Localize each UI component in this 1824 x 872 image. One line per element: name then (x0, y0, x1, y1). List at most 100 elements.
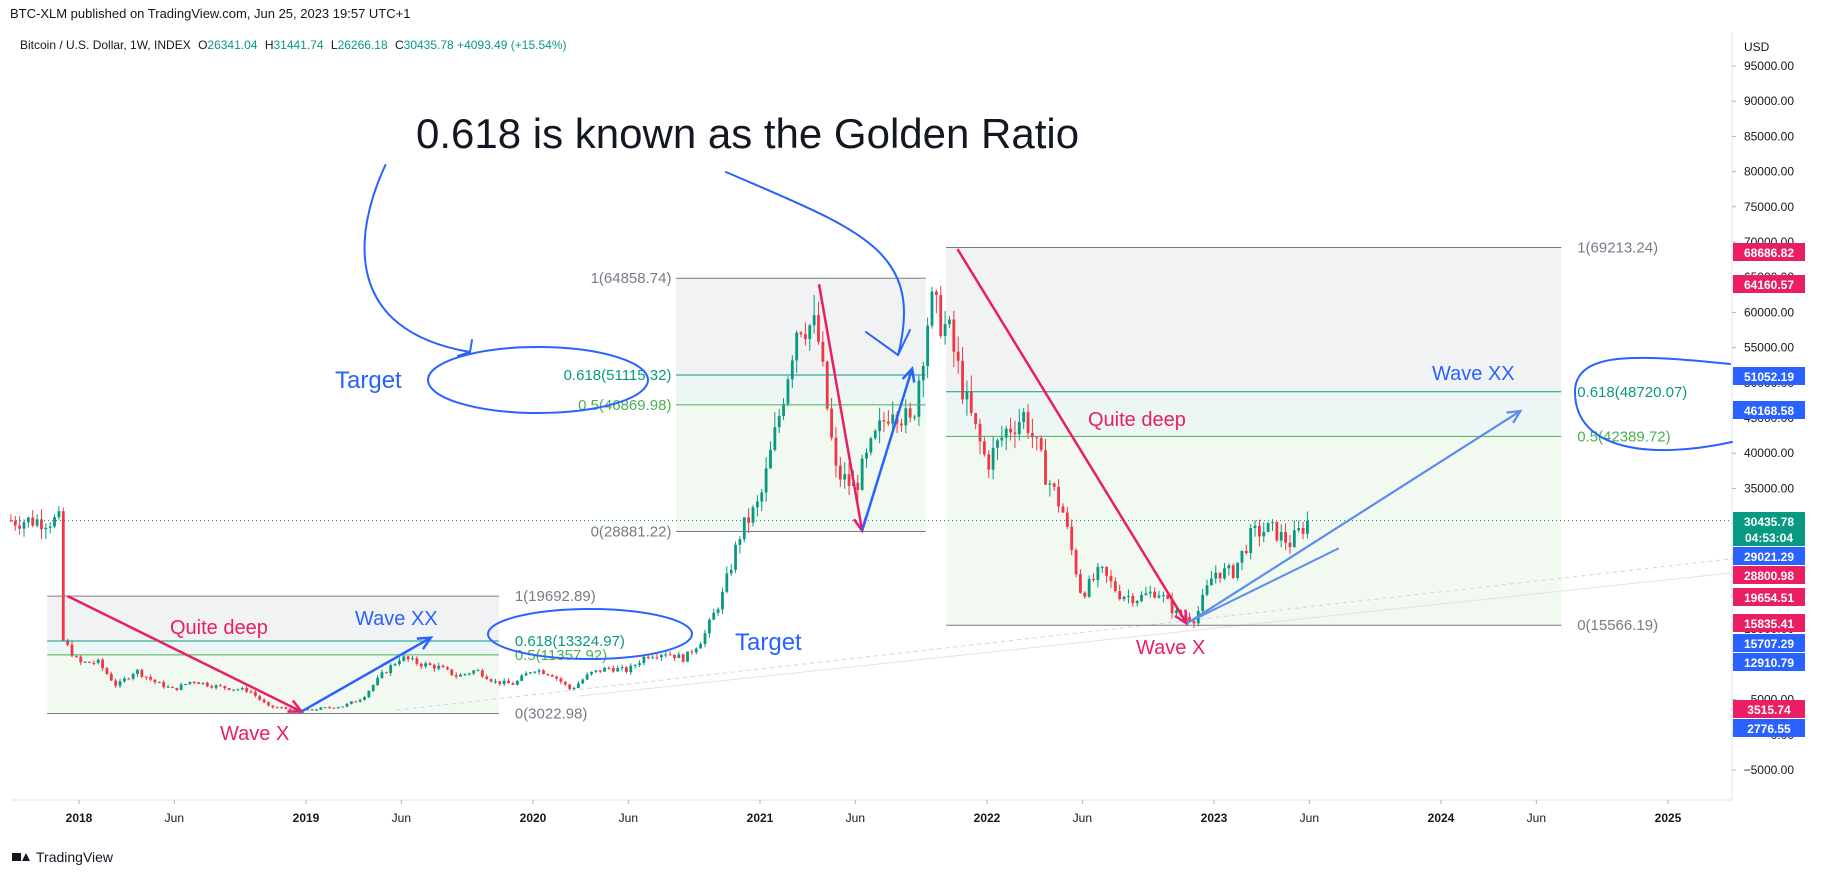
candle-body (153, 679, 157, 683)
candle-body (1240, 550, 1244, 563)
candle-body (1031, 432, 1034, 438)
candle-body (188, 681, 192, 684)
price-badge-label: 64160.57 (1744, 278, 1794, 292)
candle-body (236, 689, 240, 691)
candle-body (127, 678, 131, 680)
candle-body (1009, 428, 1012, 433)
candle-body (725, 573, 729, 592)
candle-body (891, 414, 895, 424)
candle-body (1113, 581, 1117, 591)
price-badge-bg (1733, 367, 1805, 385)
price-badge-label: 28800.98 (1744, 569, 1794, 583)
candle-body (415, 658, 419, 664)
candle-body (502, 680, 506, 685)
candle-body (668, 654, 672, 656)
candle-body (921, 365, 925, 381)
annotation-quite-deep-2: Quite deep (1088, 409, 1186, 431)
candle-body (782, 403, 785, 417)
candle-body (70, 644, 74, 657)
candle-body (978, 423, 982, 442)
candle-body (411, 658, 414, 660)
candle-body (328, 707, 331, 709)
fib-band (946, 247, 1562, 392)
candle-body (271, 705, 275, 708)
fib-band (676, 278, 926, 375)
candle-body (384, 672, 388, 674)
candle-body (253, 691, 257, 696)
wave-x-arrow-2 (956, 248, 1188, 625)
price-badge-bg (1733, 528, 1805, 546)
candle-body (659, 654, 663, 658)
fib-level-label: 0.5(46869.98) (578, 397, 671, 414)
candle-body (834, 437, 838, 466)
candle-body (939, 295, 943, 337)
candle-body (1092, 578, 1095, 580)
candle-body (88, 661, 91, 663)
candle-body (1000, 437, 1004, 441)
candle-body (480, 670, 484, 677)
time-tick-label: Jun (846, 811, 865, 825)
candle-body (498, 681, 502, 685)
candle-body (249, 691, 253, 693)
candle-body (795, 332, 799, 361)
price-badge-bg (1733, 243, 1805, 261)
candle-body (31, 517, 35, 526)
candle-body (956, 351, 960, 361)
candle-body (594, 670, 598, 672)
time-tick-label: Jun (392, 811, 411, 825)
candle-body (638, 663, 641, 666)
time-tick-label: Jun (1300, 811, 1319, 825)
candle-body (1275, 521, 1279, 541)
candle-body (555, 676, 558, 679)
price-badge-bg (1733, 614, 1805, 632)
annotation-quite-deep-1: Quite deep (170, 617, 268, 639)
symbol-name[interactable]: Bitcoin / U.S. Dollar, 1W, INDEX (20, 38, 191, 52)
candle-body (280, 707, 283, 709)
time-tick-label: 2025 (1655, 811, 1682, 825)
candle-body (673, 654, 676, 659)
candle-body (507, 680, 510, 684)
candle-body (694, 648, 698, 653)
candle-body (1262, 531, 1266, 537)
candle-body (1022, 411, 1026, 422)
candle-body (603, 667, 606, 672)
candle-body (223, 685, 227, 689)
candle-body (380, 672, 384, 678)
candle-body (35, 519, 39, 526)
candle-body (463, 674, 467, 676)
candle-body (494, 681, 497, 683)
candle-body (219, 685, 222, 687)
candle-body (1127, 595, 1130, 597)
candle-body (175, 687, 179, 690)
candle-body (1218, 572, 1222, 579)
candle-body (79, 656, 83, 663)
candle-body (607, 667, 611, 669)
candle-body (123, 678, 126, 682)
candle-body (398, 660, 401, 664)
tradingview-branding[interactable]: TradingView (12, 849, 113, 865)
candle-body (812, 315, 816, 326)
fib-level-label: 0(3022.98) (515, 706, 588, 723)
candle-body (485, 676, 489, 680)
faint-trendline (578, 572, 1733, 697)
candle-body (109, 673, 113, 681)
candle-body (611, 667, 615, 672)
low-value: 26266.18 (337, 38, 388, 52)
candle-body (419, 663, 423, 667)
annotation-wave-x-2: Wave X (1136, 637, 1205, 659)
candle-body (389, 665, 393, 674)
candle-body (166, 686, 170, 688)
candle-body (136, 669, 139, 674)
candle-body (930, 291, 934, 326)
candle-body (1035, 437, 1039, 439)
candle-body (777, 416, 781, 428)
candle-body (585, 674, 589, 680)
candle-body (140, 669, 144, 677)
wave-xx-arrow (300, 636, 432, 713)
target-circle-1 (427, 346, 649, 414)
candle-body (755, 501, 759, 508)
fib-band (676, 374, 926, 405)
fib-level-label: 0(28881.22) (591, 523, 672, 540)
candle-body (1057, 486, 1060, 507)
